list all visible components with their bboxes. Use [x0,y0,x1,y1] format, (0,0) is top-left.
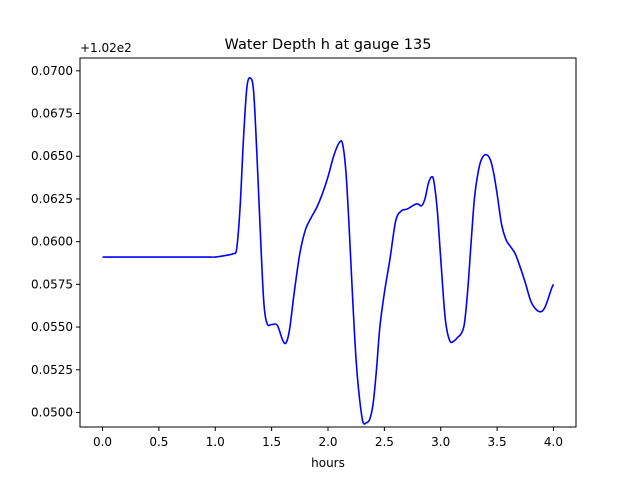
x-tick-label: 0.0 [93,435,112,449]
y-tick-label: 0.0675 [31,107,73,121]
y-tick-label: 0.0600 [31,235,73,249]
x-tick-label: 4.0 [544,435,563,449]
x-tick-label: 3.5 [488,435,507,449]
y-tick-label: 0.0575 [31,277,73,291]
y-axis: 0.0500 0.0525 0.0550 0.0575 0.0600 0.0625 0.06… [31,64,80,419]
y-tick-label: 0.0550 [31,320,73,334]
y-offset-label: +1.02e2 [80,41,132,55]
x-tick-label: 3.0 [431,435,450,449]
x-tick-label: 1.5 [262,435,281,449]
x-tick-label: 0.5 [149,435,168,449]
series-line-0 [102,77,555,425]
y-tick-label: 0.0700 [31,64,73,78]
x-tick-label: 1.0 [206,435,225,449]
chart-title: Water Depth h at gauge 135 [225,37,432,53]
y-tick-label: 0.0500 [31,405,73,419]
y-tick-label: 0.0525 [31,363,73,377]
x-tick-label: 2.5 [375,435,394,449]
x-axis: 0.0 0.5 1.0 1.5 2.0 2.5 3.0 3.5 4.0 [93,427,563,449]
x-axis-label: hours [311,456,345,470]
y-tick-label: 0.0625 [31,192,73,206]
y-tick-label: 0.0650 [31,149,73,163]
plot-content [102,77,555,425]
x-tick-label: 2.0 [318,435,337,449]
